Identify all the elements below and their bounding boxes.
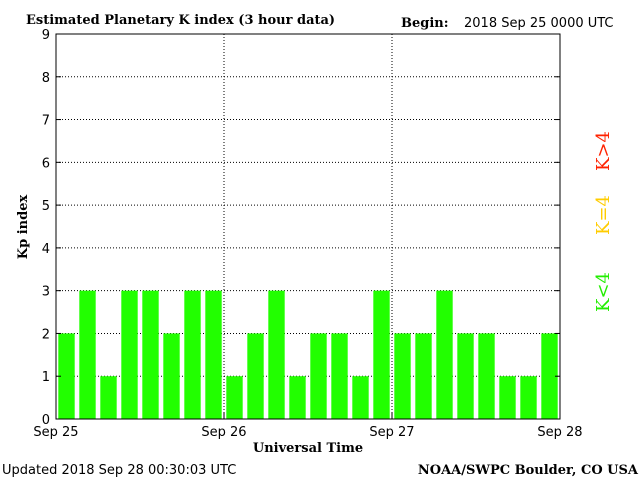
kp-bar — [394, 333, 411, 419]
x-tick-label: Sep 28 — [537, 425, 582, 440]
chart-title: Estimated Planetary K index (3 hour data… — [26, 13, 335, 28]
kp-bar — [478, 333, 495, 419]
y-tick-label: 7 — [42, 114, 50, 129]
source-text: NOAA/SWPC Boulder, CO USA — [418, 463, 639, 478]
updated-text: Updated 2018 Sep 28 00:30:03 UTC — [2, 463, 236, 478]
kp-bar — [121, 290, 138, 419]
y-tick-label: 1 — [42, 370, 50, 385]
y-tick-label: 6 — [42, 156, 50, 171]
kp-bar — [373, 290, 390, 419]
kp-bar — [436, 290, 453, 419]
legend-low: K<4 — [593, 272, 614, 312]
kp-bar — [541, 333, 558, 419]
x-tick-label: Sep 26 — [201, 425, 246, 440]
kp-bar — [457, 333, 474, 419]
x-tick-label: Sep 25 — [33, 425, 78, 440]
kp-bar — [331, 333, 348, 419]
kp-bar — [310, 333, 327, 419]
kp-bar — [58, 333, 75, 419]
begin-label: Begin: — [401, 16, 449, 31]
legend-equal: K=4 — [593, 195, 614, 235]
kp-bar — [352, 376, 369, 419]
axis-ticks: 0 1 2 3 4 5 6 7 8 9 Sep 25 Sep 26 Sep 27 Sep 28 — [33, 28, 582, 440]
kp-bar — [289, 376, 306, 419]
plot-frame — [55, 33, 561, 420]
x-tick-label: Sep 27 — [369, 425, 414, 440]
y-tick-label: 8 — [42, 71, 50, 86]
y-tick-label: 9 — [42, 28, 50, 43]
kp-bar — [184, 290, 201, 419]
y-axis-label: Kp index — [16, 195, 31, 260]
kp-bar — [247, 333, 264, 419]
kp-bar — [205, 290, 222, 419]
kp-bar — [163, 333, 180, 419]
y-tick-label: 3 — [42, 285, 50, 300]
legend-high: K>4 — [593, 131, 614, 171]
kp-bar — [415, 333, 432, 419]
kp-bar — [499, 376, 516, 419]
kp-bar — [226, 376, 243, 419]
grid-lines — [56, 34, 560, 419]
y-tick-label: 0 — [42, 413, 50, 428]
y-tick-label: 4 — [42, 242, 50, 257]
kp-bar — [520, 376, 537, 419]
kp-bar — [142, 290, 159, 419]
x-axis-label: Universal Time — [253, 441, 363, 456]
kp-bar — [79, 290, 96, 419]
bars — [58, 290, 558, 419]
y-tick-label: 2 — [42, 327, 50, 342]
y-tick-label: 5 — [42, 199, 50, 214]
begin-value: 2018 Sep 25 0000 UTC — [464, 16, 614, 31]
kp-bar — [268, 290, 285, 419]
kp-bar — [100, 376, 117, 419]
